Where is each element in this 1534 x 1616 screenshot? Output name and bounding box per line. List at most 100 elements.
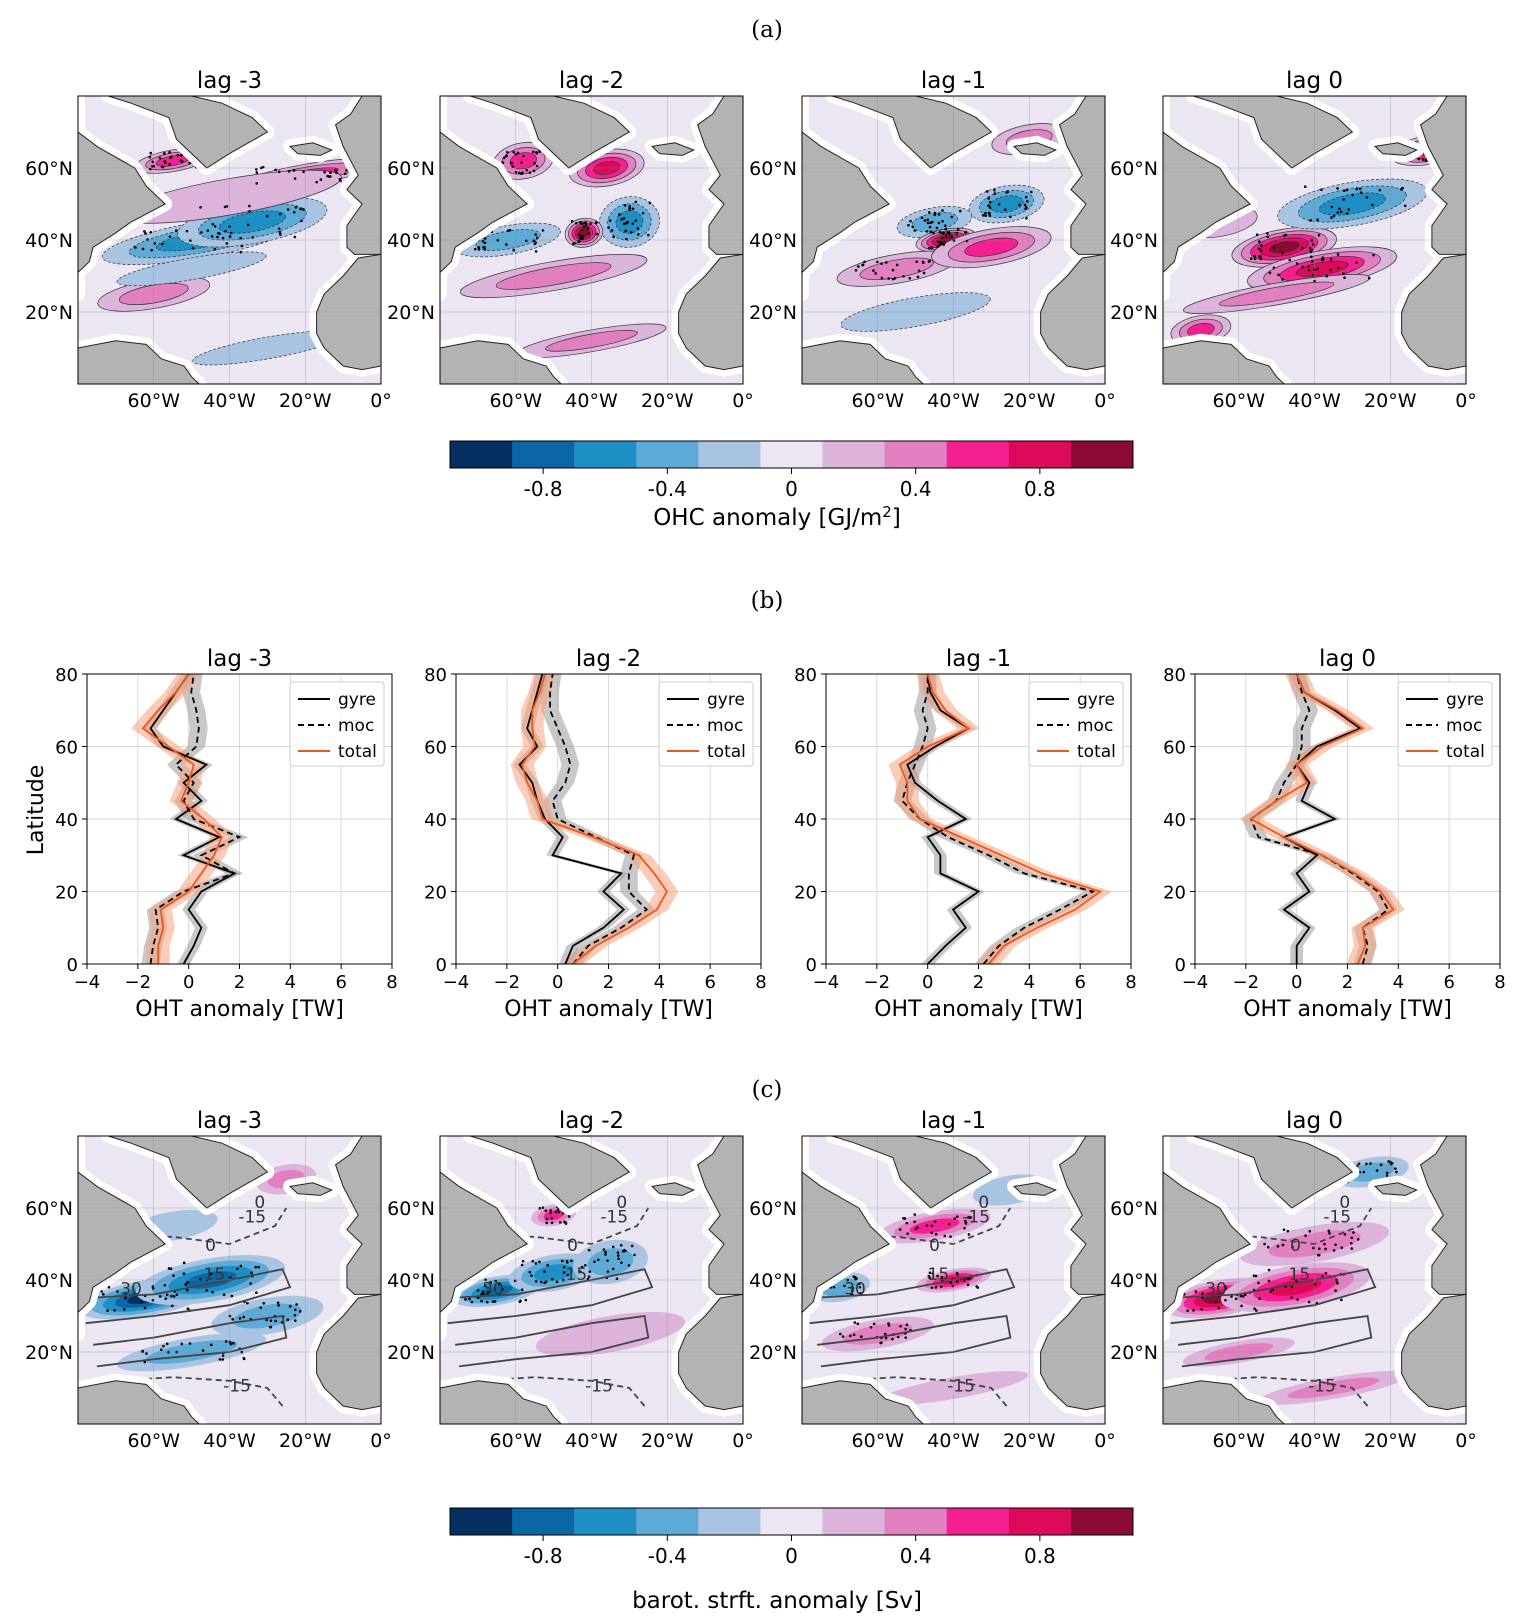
significance-dot bbox=[587, 232, 591, 235]
significance-dot bbox=[573, 241, 577, 245]
x-tick-label: −2 bbox=[864, 972, 891, 993]
significance-dot bbox=[937, 221, 941, 225]
significance-dot bbox=[883, 1332, 887, 1336]
significance-dot bbox=[606, 1270, 610, 1273]
colorbar-tick-label: 0.8 bbox=[1024, 1544, 1056, 1568]
significance-dot bbox=[510, 161, 514, 165]
significance-dot bbox=[484, 1278, 487, 1281]
significance-dot bbox=[1367, 276, 1371, 280]
lon-tick-label: 40°W bbox=[927, 390, 980, 412]
significance-dot bbox=[859, 1292, 863, 1295]
significance-dot bbox=[997, 202, 1001, 206]
anomaly-contour bbox=[481, 1285, 513, 1297]
land-na bbox=[440, 96, 528, 294]
significance-dot bbox=[993, 192, 997, 195]
y-tick-label: 20 bbox=[1163, 883, 1186, 904]
significance-dot bbox=[528, 1270, 532, 1274]
significance-dot bbox=[985, 190, 989, 193]
lon-tick-label: 60°W bbox=[1213, 1430, 1266, 1452]
significance-dot bbox=[1394, 1167, 1397, 1170]
significance-dot bbox=[895, 263, 899, 267]
significance-dot bbox=[624, 229, 628, 233]
significance-dot bbox=[606, 1259, 609, 1262]
significance-dot bbox=[917, 269, 921, 273]
uncertainty-band-moc bbox=[541, 674, 656, 964]
significance-dot bbox=[298, 1310, 302, 1313]
anomaly-contour bbox=[533, 1264, 574, 1282]
significance-dot bbox=[922, 271, 926, 275]
significance-dot bbox=[634, 200, 638, 204]
significance-dot bbox=[169, 1267, 173, 1271]
x-tick-label: 8 bbox=[755, 972, 766, 993]
significance-dot bbox=[182, 1261, 186, 1265]
significance-dot bbox=[199, 1278, 202, 1281]
significance-dot bbox=[294, 206, 298, 209]
significance-dot bbox=[967, 1216, 970, 1219]
significance-dot bbox=[1272, 266, 1276, 270]
significance-dot bbox=[246, 223, 250, 227]
significance-dot bbox=[278, 230, 282, 234]
significance-dot bbox=[483, 1284, 487, 1287]
x-tick-label: 6 bbox=[335, 972, 346, 993]
significance-dot bbox=[218, 232, 221, 235]
x-tick-label: −4 bbox=[443, 972, 470, 993]
colorbar-tick-label: -0.8 bbox=[524, 1544, 563, 1568]
significance-dot bbox=[1018, 203, 1021, 207]
anomaly-contour bbox=[964, 237, 1019, 257]
significance-dot bbox=[884, 261, 888, 264]
x-axis-label: OHT anomaly [TW] bbox=[504, 997, 713, 1022]
significance-dot bbox=[928, 225, 932, 229]
significance-dot bbox=[1277, 273, 1280, 277]
significance-dot bbox=[1267, 1268, 1271, 1272]
contour-label: -15 bbox=[962, 1207, 990, 1227]
significance-dot bbox=[1259, 244, 1263, 247]
lon-tick-label: 0° bbox=[1455, 390, 1477, 412]
significance-dot bbox=[277, 1304, 280, 1307]
significance-dot bbox=[505, 243, 508, 246]
significance-dot bbox=[955, 1280, 959, 1283]
significance-dot bbox=[1269, 1290, 1273, 1293]
significance-dot bbox=[546, 1263, 549, 1267]
series-line-total bbox=[898, 673, 1103, 965]
significance-dot bbox=[1356, 1238, 1360, 1241]
significance-dot bbox=[335, 171, 338, 175]
land-na bbox=[802, 96, 890, 294]
significance-dot bbox=[1239, 1294, 1243, 1298]
significance-dot bbox=[940, 1276, 944, 1279]
x-tick-label: 6 bbox=[1074, 972, 1085, 993]
significance-dot bbox=[902, 274, 905, 278]
significance-dot bbox=[941, 209, 944, 212]
lat-tick-label: 60°N bbox=[387, 158, 435, 180]
significance-dot bbox=[1295, 262, 1299, 265]
significance-dot bbox=[620, 1261, 623, 1264]
significance-dot bbox=[1259, 257, 1263, 261]
significance-dot bbox=[1369, 1162, 1372, 1165]
land-eu bbox=[1058, 1136, 1105, 1295]
significance-dot bbox=[543, 1270, 546, 1273]
colorbar-swatch bbox=[512, 1508, 575, 1535]
significance-dot bbox=[943, 1234, 947, 1238]
significance-dot bbox=[631, 207, 635, 211]
significance-dot bbox=[1311, 243, 1315, 246]
significance-dot bbox=[179, 159, 183, 162]
land-ic bbox=[1013, 1182, 1058, 1196]
significance-dot bbox=[556, 1208, 560, 1212]
series-line-total bbox=[1249, 673, 1395, 965]
significance-dot bbox=[936, 240, 940, 243]
anomaly-contour bbox=[509, 152, 538, 170]
contour-label: -15 bbox=[1308, 1377, 1336, 1397]
significance-dot bbox=[1281, 1243, 1285, 1247]
significance-dot bbox=[913, 229, 917, 232]
significance-dot bbox=[1257, 1281, 1260, 1285]
significance-dot bbox=[531, 1259, 535, 1263]
significance-dot bbox=[162, 1344, 165, 1348]
significance-dot bbox=[941, 219, 944, 223]
significance-dot bbox=[1365, 1162, 1368, 1166]
significance-dot bbox=[286, 1318, 290, 1321]
significance-dot bbox=[874, 272, 877, 275]
significance-dot bbox=[179, 154, 183, 157]
lon-tick-label: 60°W bbox=[128, 390, 181, 412]
significance-dot bbox=[963, 1279, 966, 1282]
significance-dot bbox=[501, 1287, 504, 1291]
